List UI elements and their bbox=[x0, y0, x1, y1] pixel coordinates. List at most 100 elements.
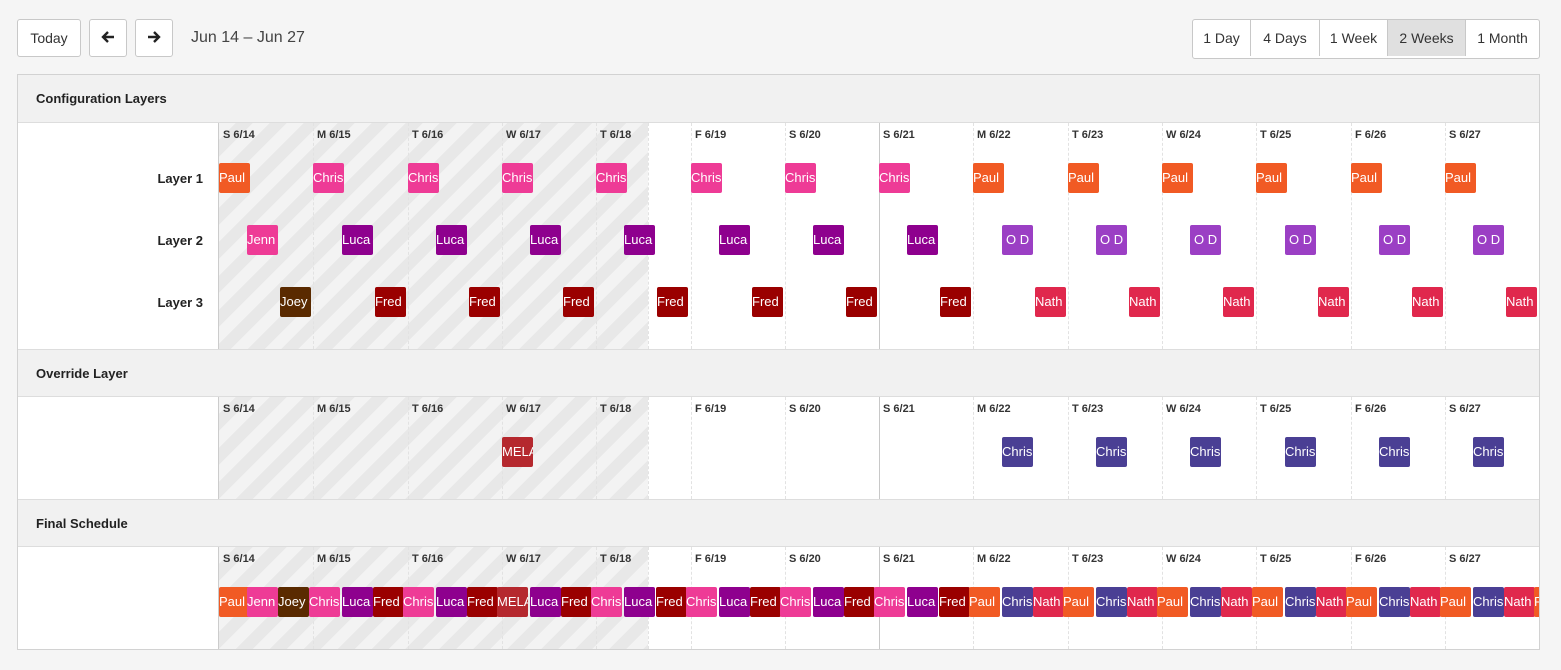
view-2-weeks-button[interactable]: 2 Weeks bbox=[1388, 20, 1466, 56]
shift-block[interactable]: Nath bbox=[1127, 587, 1158, 617]
shift-block[interactable]: Chris bbox=[1002, 437, 1033, 467]
shift-block[interactable]: Chris bbox=[309, 587, 340, 617]
view-1-day-button[interactable]: 1 Day bbox=[1193, 20, 1251, 56]
shift-block[interactable]: Luca bbox=[530, 587, 561, 617]
view-4-days-button[interactable]: 4 Days bbox=[1251, 20, 1320, 56]
shift-block[interactable]: Paul bbox=[219, 163, 250, 193]
shift-block[interactable]: Nath bbox=[1223, 287, 1254, 317]
shift-block[interactable]: Fred bbox=[469, 287, 500, 317]
shift-block[interactable]: Paul bbox=[219, 587, 250, 617]
shift-block[interactable]: Paul bbox=[1445, 163, 1476, 193]
shift-block[interactable]: Chris bbox=[1285, 587, 1316, 617]
shift-block[interactable]: O D bbox=[1096, 225, 1127, 255]
shift-block[interactable]: Fred bbox=[940, 287, 971, 317]
shift-block[interactable]: Luca bbox=[624, 587, 655, 617]
shift-block[interactable]: Chris bbox=[1096, 437, 1127, 467]
shift-block[interactable]: Fred bbox=[467, 587, 498, 617]
shift-block[interactable]: Chris bbox=[686, 587, 717, 617]
shift-block[interactable]: Nath bbox=[1129, 287, 1160, 317]
shift-block[interactable]: Nath bbox=[1035, 287, 1066, 317]
shift-block[interactable]: Paul bbox=[1068, 163, 1099, 193]
shift-block[interactable]: Luca bbox=[342, 225, 373, 255]
shift-block[interactable]: Paul bbox=[1440, 587, 1471, 617]
shift-block[interactable]: O D bbox=[1190, 225, 1221, 255]
shift-block[interactable]: Paul bbox=[1351, 163, 1382, 193]
shift-block[interactable]: Fred bbox=[846, 287, 877, 317]
shift-block[interactable]: Chris bbox=[596, 163, 627, 193]
shift-block[interactable]: Nath bbox=[1221, 587, 1252, 617]
shift-block[interactable]: Paul bbox=[969, 587, 1000, 617]
next-button[interactable] bbox=[135, 19, 173, 57]
shift-block[interactable]: Jenn bbox=[247, 587, 278, 617]
shift-block[interactable]: Luca bbox=[907, 587, 938, 617]
shift-block[interactable]: Paul bbox=[1256, 163, 1287, 193]
shift-block[interactable]: Paul bbox=[1157, 587, 1188, 617]
shift-block[interactable]: Nath bbox=[1412, 287, 1443, 317]
shift-block[interactable]: Nath bbox=[1504, 587, 1535, 617]
shift-block[interactable]: O D bbox=[1473, 225, 1504, 255]
shift-block[interactable]: Luca bbox=[907, 225, 938, 255]
shift-block[interactable]: Chris bbox=[502, 163, 533, 193]
shift-block[interactable]: Fred bbox=[373, 587, 404, 617]
shift-block[interactable]: Fred bbox=[939, 587, 970, 617]
shift-block[interactable]: Chris bbox=[780, 587, 811, 617]
shift-block[interactable]: Luca bbox=[719, 225, 750, 255]
shift-block[interactable]: Fred bbox=[657, 287, 688, 317]
shift-block[interactable]: Nath bbox=[1033, 587, 1064, 617]
shift-block[interactable]: O D bbox=[1285, 225, 1316, 255]
shift-block[interactable]: Nath bbox=[1318, 287, 1349, 317]
previous-button[interactable] bbox=[89, 19, 127, 57]
shift-block[interactable]: Luca bbox=[530, 225, 561, 255]
shift-block[interactable]: Fred bbox=[656, 587, 687, 617]
shift-block[interactable]: O D bbox=[1002, 225, 1033, 255]
shift-block[interactable]: Chris bbox=[785, 163, 816, 193]
shift-block[interactable]: Chris bbox=[1473, 587, 1504, 617]
shift-block[interactable]: Luca bbox=[719, 587, 750, 617]
shift-block[interactable]: Joey bbox=[278, 587, 309, 617]
view-1-week-button[interactable]: 1 Week bbox=[1320, 20, 1388, 56]
shift-block[interactable]: Luca bbox=[813, 587, 844, 617]
shift-block[interactable]: Chris bbox=[1190, 437, 1221, 467]
shift-block[interactable]: O D bbox=[1379, 225, 1410, 255]
shift-block[interactable]: Chris bbox=[1473, 437, 1504, 467]
shift-block[interactable]: Chris bbox=[1379, 437, 1410, 467]
shift-block[interactable]: Jenn bbox=[247, 225, 278, 255]
shift-block[interactable]: Chris bbox=[879, 163, 910, 193]
shift-block[interactable]: Nath bbox=[1316, 587, 1347, 617]
shift-block[interactable]: Chris bbox=[1285, 437, 1316, 467]
shift-block[interactable]: Fred bbox=[844, 587, 875, 617]
shift-block[interactable]: Luca bbox=[436, 587, 467, 617]
shift-block[interactable]: Nath bbox=[1506, 287, 1537, 317]
shift-block[interactable]: Paul bbox=[1063, 587, 1094, 617]
shift-block[interactable]: Luca bbox=[624, 225, 655, 255]
view-1-month-button[interactable]: 1 Month bbox=[1477, 30, 1528, 46]
shift-block[interactable]: Luca bbox=[342, 587, 373, 617]
shift-block[interactable]: Paul bbox=[1252, 587, 1283, 617]
shift-block[interactable]: Chris bbox=[313, 163, 344, 193]
shift-block[interactable]: Chris bbox=[1096, 587, 1127, 617]
shift-block[interactable]: Paul bbox=[973, 163, 1004, 193]
shift-block[interactable]: Fred bbox=[561, 587, 592, 617]
shift-block[interactable]: Chris bbox=[591, 587, 622, 617]
shift-block[interactable]: Chris bbox=[691, 163, 722, 193]
shift-block[interactable]: Fred bbox=[750, 587, 781, 617]
shift-block[interactable]: Chris bbox=[1190, 587, 1221, 617]
shift-block[interactable]: Fred bbox=[752, 287, 783, 317]
shift-block[interactable]: Paul bbox=[1162, 163, 1193, 193]
shift-block[interactable]: Chris bbox=[403, 587, 434, 617]
shift-block[interactable]: Luca bbox=[436, 225, 467, 255]
shift-block[interactable]: MELA bbox=[502, 437, 533, 467]
shift-block[interactable]: Joey bbox=[280, 287, 311, 317]
shift-block[interactable]: Nath bbox=[1410, 587, 1441, 617]
shift-block[interactable]: Luca bbox=[813, 225, 844, 255]
shift-block[interactable]: MELA bbox=[497, 587, 528, 617]
today-button[interactable]: Today bbox=[17, 19, 81, 57]
shift-block[interactable]: Chris bbox=[408, 163, 439, 193]
shift-block[interactable]: Chris bbox=[1002, 587, 1033, 617]
shift-block[interactable]: Fred bbox=[563, 287, 594, 317]
shift-block[interactable]: Chris bbox=[874, 587, 905, 617]
shift-block[interactable]: Fred bbox=[375, 287, 406, 317]
shift-block[interactable]: Chris bbox=[1379, 587, 1410, 617]
shift-block[interactable]: Paul bbox=[1534, 587, 1539, 617]
shift-block[interactable]: Paul bbox=[1346, 587, 1377, 617]
